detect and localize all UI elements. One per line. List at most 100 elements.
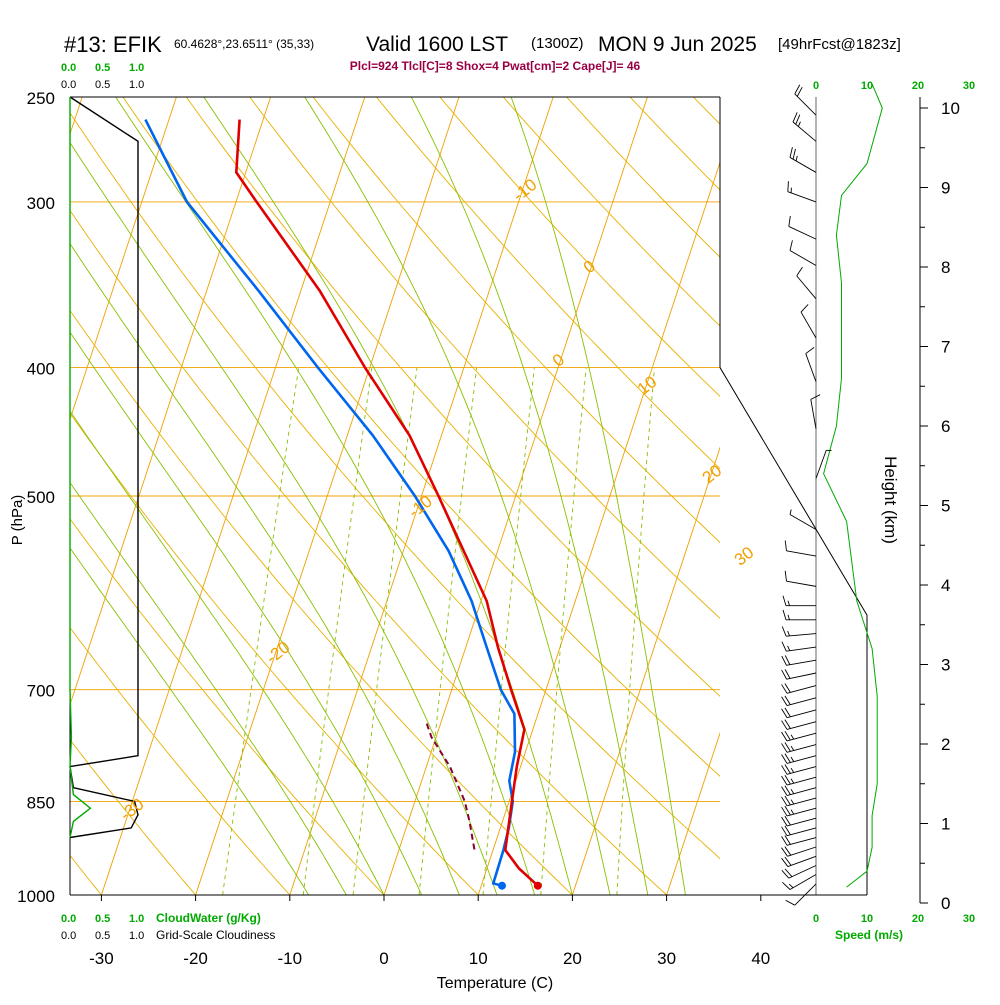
y-axis-title: P (hPa) [9, 495, 26, 546]
wind-barb-half-flag [788, 601, 790, 606]
wind-barb [782, 731, 816, 741]
wind-barb [801, 304, 816, 338]
axes: -100-10-20-30010203025030040050070085010… [17, 89, 960, 968]
dry-adiabat-50 [107, 74, 889, 924]
mixing-ratio-label-5: 5 [402, 902, 419, 916]
wind-barb [782, 754, 816, 764]
dry-adiabat-0 [0, 74, 411, 924]
wind-speed-line [824, 84, 883, 887]
temperature-tick-label-10: 10 [469, 949, 488, 968]
wind-barb-flag [790, 240, 792, 250]
wind-barb [782, 669, 816, 679]
dry-adiabat-60 [170, 74, 985, 924]
wind-barb-staff [787, 838, 816, 846]
profile-lines [145, 120, 541, 890]
parcel-line [426, 722, 474, 850]
wind-barb-flag [788, 181, 789, 191]
speed-bottom-label-1: 10 [861, 913, 873, 925]
cloudiness-top-label-0: 0.0 [61, 79, 76, 91]
wind-barb-staff [787, 828, 816, 836]
wind-barb [783, 596, 816, 606]
wind-barb-staff [788, 856, 816, 866]
wind-barb-staff [787, 745, 816, 753]
surface-temperature-dot [534, 882, 542, 890]
cloudwater-bottom-label-0: 0.0 [61, 913, 76, 925]
wind-barb [782, 627, 816, 637]
left-top-scales: 0.0 0.5 1.0 0.0 0.5 1.0 [61, 62, 144, 91]
wind-barb [782, 836, 816, 846]
cloudiness-top-label-2: 1.0 [129, 79, 144, 91]
dewpoint-line [145, 120, 515, 886]
wind-barb [782, 806, 816, 816]
wind-barb [811, 395, 820, 429]
frame-right-boundary [720, 97, 867, 895]
speed-bottom-label-2: 20 [912, 913, 924, 925]
wind-barb [782, 655, 816, 665]
wind-barb [782, 826, 816, 836]
wind-barb [782, 684, 816, 694]
wind-barb-half-flag [791, 757, 794, 761]
wind-barb [785, 540, 816, 556]
wind-barb-staff [787, 808, 816, 816]
pressure-tick-label-300: 300 [27, 194, 55, 213]
mixing-ratio-3 [353, 368, 417, 895]
title-coords: 60.4628°,23.6511° (35,33) [174, 37, 314, 51]
title-main: #13: EFIK [64, 32, 162, 57]
wind-barb-staff [801, 312, 816, 338]
wind-barb-staff [793, 122, 816, 141]
wind-barb-flag [785, 571, 786, 581]
wind-barb [785, 571, 816, 587]
wind-barb [789, 216, 816, 239]
isotherm-label-0: -10 [509, 175, 540, 205]
wind-barb-flag [793, 149, 795, 159]
speed-axis-label: Speed (m/s) [835, 928, 903, 942]
wind-barb-half-flag [790, 509, 791, 514]
cloudwater-line [70, 97, 90, 838]
height-tick-label-6: 6 [941, 417, 950, 436]
wind-barb-half-flag [788, 615, 790, 620]
mixing-ratio-label-12: 12 [523, 896, 543, 916]
wind-barb [782, 856, 816, 866]
isotherm-label-5: 0 [580, 256, 599, 277]
height-tick-label-1: 1 [941, 815, 950, 834]
wind-barb-half-flag [791, 800, 794, 804]
wind-barb [782, 847, 816, 857]
wind-barb-half-flag [789, 884, 793, 888]
title-valid: Valid 1600 LST [366, 33, 508, 56]
wind-barb-flag [793, 112, 797, 122]
height-tick-label-0: 0 [941, 894, 950, 913]
wind-barb-staff [816, 450, 826, 478]
wind-barb [782, 642, 816, 651]
wind-barb-half-flag [796, 156, 797, 161]
isotherm-label-8: 30 [731, 543, 758, 570]
wind-barb-flag [783, 596, 786, 606]
wind-barb-flag [789, 216, 791, 226]
temperature-tick-label-20: 20 [563, 949, 582, 968]
temperature-tick-label--30: -30 [89, 949, 114, 968]
pressure-tick-label-500: 500 [27, 488, 55, 507]
wind-barb-staff [787, 722, 816, 730]
temperature-tick-label-30: 30 [657, 949, 676, 968]
title-utc: (1300Z) [531, 35, 584, 52]
cloudiness-line [70, 97, 138, 838]
wind-barb-staff [787, 798, 816, 806]
mixing-ratio-label-20: 20 [599, 896, 619, 916]
cloudwater-top-label-1: 0.5 [95, 62, 110, 74]
x-axis-title: Temperature (C) [437, 975, 553, 992]
height-axis-title: Height (km) [881, 456, 900, 544]
wind-barb-staff [787, 698, 816, 706]
wind-barb [782, 765, 816, 775]
speed-top-label-3: 30 [963, 80, 975, 92]
wind-barb-flag [782, 642, 786, 651]
wind-barb-staff [806, 354, 816, 382]
temperature-tick-label-40: 40 [751, 949, 770, 968]
wind-barb [782, 720, 816, 730]
wind-barb-flag [783, 610, 786, 620]
pressure-tick-label-250: 250 [27, 89, 55, 108]
speed-top-label-1: 10 [861, 80, 873, 92]
wind-barb [790, 509, 816, 529]
cloud-panel [70, 97, 138, 838]
wind-barb [793, 112, 816, 141]
wind-barb-flag [786, 900, 795, 905]
